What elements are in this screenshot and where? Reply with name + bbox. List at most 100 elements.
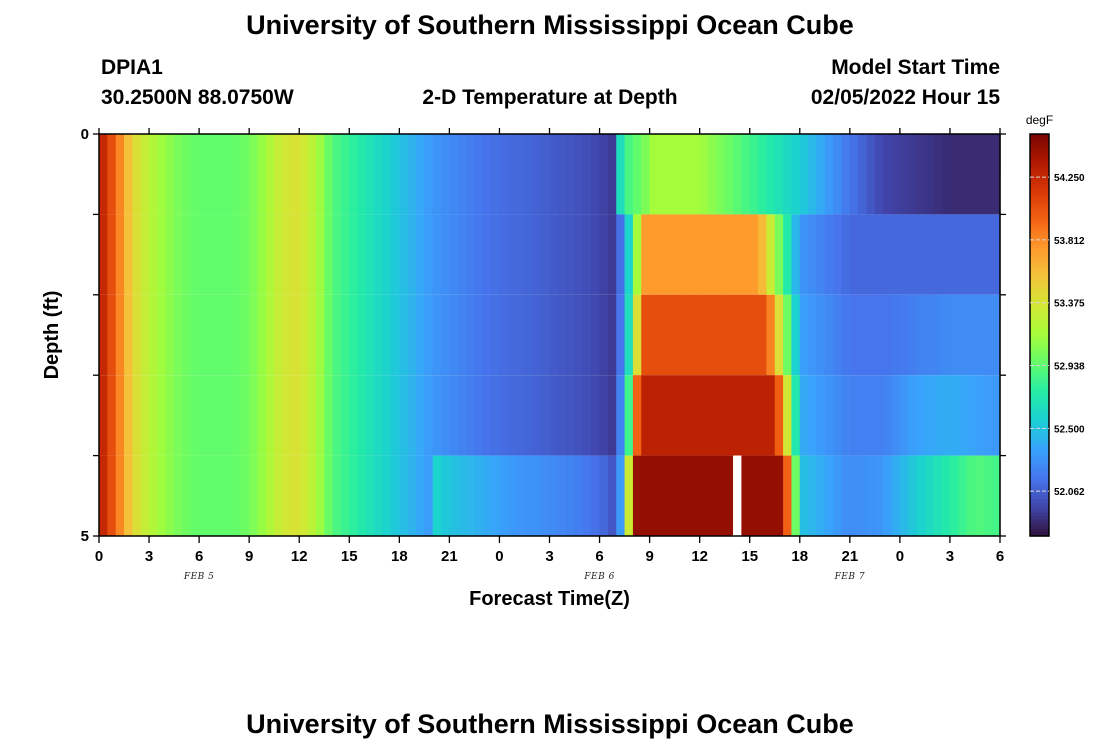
heatmap-cell (916, 134, 926, 215)
heatmap-cell (340, 134, 350, 215)
heatmap-cell (307, 214, 317, 295)
heatmap-cell (941, 214, 951, 295)
heatmap-cell (974, 375, 984, 456)
heatmap-cell (215, 455, 225, 536)
heatmap-cell (357, 375, 367, 456)
heatmap-cell (708, 455, 717, 536)
heatmap-cell (507, 455, 517, 536)
heatmap-cell (974, 214, 984, 295)
heatmap-cell (591, 294, 601, 376)
heatmap-cell (824, 134, 834, 215)
colorbar-segment (1030, 452, 1049, 457)
station-coordinates: 30.2500N 88.0750W (101, 86, 294, 109)
heatmap-cell (774, 214, 784, 295)
heatmap-cell (574, 294, 584, 376)
heatmap-cell (174, 375, 184, 456)
heatmap-cell (557, 455, 567, 536)
heatmap-cell (682, 294, 692, 376)
heatmap-cell (699, 375, 709, 456)
heatmap-cell (382, 294, 392, 376)
heatmap-cell (716, 134, 726, 215)
colorbar-segment (1030, 221, 1049, 226)
colorbar-segment (1030, 355, 1049, 360)
heatmap-cell (224, 214, 234, 295)
heatmap-cell (265, 294, 275, 376)
x-tick-label: 0 (495, 548, 503, 565)
heatmap-cell (657, 214, 667, 295)
heatmap-cell (891, 455, 901, 536)
heatmap-cell (307, 134, 317, 215)
colorbar-segment (1030, 435, 1049, 440)
model-start-value: 02/05/2022 Hour 15 (810, 86, 1000, 109)
heatmap-cell (441, 214, 450, 295)
heatmap-cell (574, 375, 584, 456)
colorbar-tick-label: 52.062 (1054, 487, 1085, 498)
heatmap-cell (416, 375, 425, 456)
colorbar-segment (1030, 160, 1049, 165)
colorbar-segment (1030, 455, 1049, 460)
heatmap-cell (991, 294, 1001, 376)
colorbar-segment (1030, 291, 1049, 296)
colorbar-segment (1030, 422, 1049, 427)
heatmap-cell (607, 134, 617, 215)
bottom-title: University of Southern Mississippi Ocean… (246, 709, 854, 739)
heatmap-cell (849, 134, 859, 215)
heatmap-cell (482, 134, 492, 215)
heatmap-cell (741, 294, 751, 376)
heatmap-cell (524, 294, 534, 376)
heatmap-cell (124, 455, 133, 536)
day-label: FEB 6 (584, 572, 615, 582)
heatmap-cell (424, 455, 434, 536)
heatmap-cell (382, 214, 392, 295)
heatmap-cell (816, 134, 826, 215)
heatmap-cell (766, 455, 776, 536)
heatmap-cell (215, 214, 225, 295)
colorbar-segment (1030, 432, 1049, 437)
heatmap-cell (599, 214, 609, 295)
heatmap-cell (566, 375, 576, 456)
heatmap-cell (541, 455, 551, 536)
heatmap-cell (808, 134, 818, 215)
heatmap-cell (315, 214, 325, 295)
colorbar-segment (1030, 318, 1049, 323)
heatmap-cell (157, 214, 167, 295)
heatmap-cell (140, 214, 150, 295)
heatmap-cell (424, 214, 434, 295)
heatmap-cell (416, 294, 425, 376)
x-tick-label: 15 (741, 548, 758, 565)
heatmap-cell (507, 134, 517, 215)
heatmap-cell (983, 375, 993, 456)
heatmap-cell (591, 375, 601, 456)
heatmap-cell (190, 375, 200, 456)
heatmap-cell (716, 455, 726, 536)
heatmap-cell (491, 214, 501, 295)
colorbar-segment (1030, 469, 1049, 473)
colorbar-segment (1030, 415, 1049, 420)
heatmap-cell (349, 214, 359, 295)
colorbar-segment (1030, 361, 1049, 366)
heatmap-cell (499, 294, 509, 376)
heatmap-cell (983, 455, 993, 536)
heatmap-cell (315, 294, 325, 376)
heatmap-cell (833, 375, 843, 456)
heatmap-cell (240, 134, 250, 215)
heatmap-cell (733, 214, 742, 295)
heatmap-cell (591, 214, 601, 295)
heatmap-cell (282, 214, 292, 295)
heatmap-cell (641, 375, 651, 456)
heatmap-cell (849, 375, 859, 456)
model-start-label: Model Start Time (831, 56, 1000, 79)
heatmap-cell (657, 294, 667, 376)
heatmap-cell (432, 134, 442, 215)
heatmap-cell (307, 375, 317, 456)
heatmap-cell (349, 294, 359, 376)
colorbar-segment (1030, 281, 1049, 286)
heatmap-cell (866, 214, 876, 295)
heatmap-cell (315, 134, 325, 215)
heatmap-cell (949, 134, 959, 215)
heatmap-cell (282, 294, 292, 376)
heatmap-cell (532, 214, 542, 295)
colorbar-segment (1030, 412, 1049, 416)
colorbar-segment (1030, 492, 1049, 497)
heatmap-cell (524, 214, 534, 295)
